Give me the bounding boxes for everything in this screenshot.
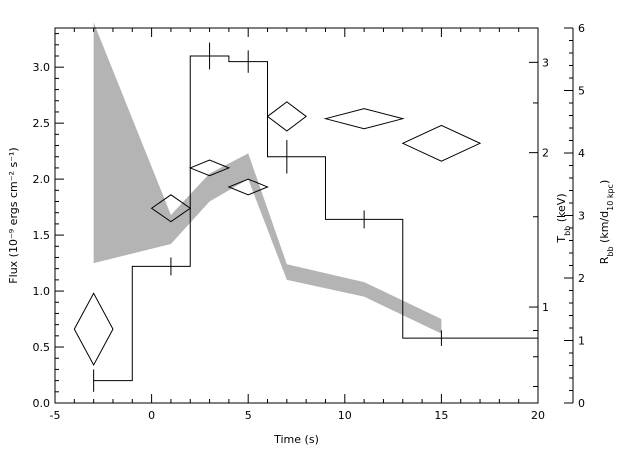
temperature-diamond-1 [150,194,192,223]
x-tick-label-4: 15 [434,409,448,422]
y-tick-label-1: 0.5 [33,341,51,354]
temperature-diamond-5 [323,108,405,130]
temperature-tick-label-2: 3 [542,56,549,69]
y-axis-label-radius: Rbb (km/d10 kpc) [598,180,615,265]
temperature-diamond-0 [73,292,114,366]
axes-layer: -5 0 5 10 15 20 0.0 0.5 1.0 1.5 2.0 2.5 3.0 1 2 3 0 1 2 3 4 5… [33,22,586,422]
x-axis-label: Time (s) [273,433,319,446]
temperature-diamond-4 [266,101,307,132]
x-tick-label-5: 20 [531,409,545,422]
temperature-diamond-6 [401,124,482,162]
y-tick-label-6: 3.0 [33,61,51,74]
x-tick-label-1: 0 [148,409,155,422]
x-tick-label-3: 10 [338,409,352,422]
y-tick-label-0: 0.0 [33,397,51,410]
x-tick-label-0: -5 [50,409,61,422]
radius-tick-label-6: 6 [578,22,585,35]
y-tick-label-2: 1.0 [33,285,51,298]
radius-band-layer [93,22,442,334]
radius-tick-label-0: 0 [578,397,585,410]
temperature-diamond-3 [227,178,269,196]
temperature-tick-label-1: 2 [542,147,549,160]
radius-tick-label-1: 1 [578,335,585,348]
y-tick-label-3: 1.5 [33,229,51,242]
y-axis-label-temperature: Tbb (keV) [555,193,572,243]
radius-tick-label-2: 2 [578,272,585,285]
y-tick-label-5: 2.5 [33,117,51,130]
temperature-diamonds-layer [73,101,482,366]
y-axis-label-flux: Flux (10⁻⁹ ergs cm⁻² s⁻¹) [7,147,20,283]
plot-frame [54,27,539,404]
flux-error-bars-layer [93,42,442,392]
radius-tick-label-5: 5 [578,85,585,98]
temperature-tick-label-0: 1 [542,301,549,314]
radius-tick-label-3: 3 [578,210,585,223]
y-tick-label-4: 2.0 [33,173,51,186]
radius-band [93,22,442,334]
temperature-diamond-2 [188,159,231,177]
radius-tick-label-4: 4 [578,147,585,160]
x-tick-label-2: 5 [245,409,252,422]
